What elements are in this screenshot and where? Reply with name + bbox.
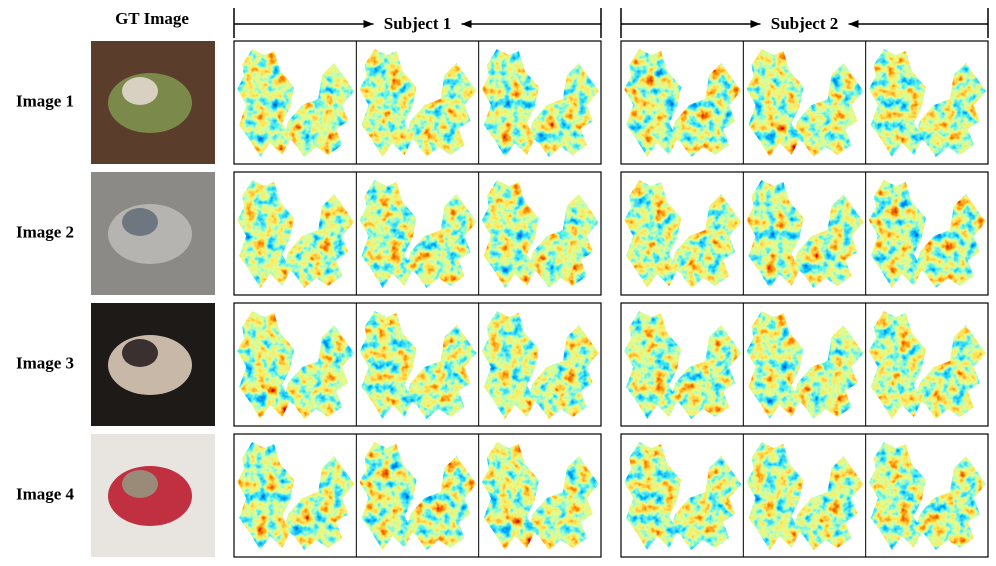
brain-map	[868, 311, 986, 419]
gt-image	[91, 303, 215, 426]
brain-map	[359, 442, 477, 550]
brain-map	[481, 180, 599, 288]
panel-border	[620, 40, 989, 165]
row-label: Image 2	[16, 222, 74, 241]
brain-map	[624, 442, 742, 550]
subject-header: Subject 1	[233, 8, 602, 38]
brain-map	[481, 442, 599, 550]
subject-label: Subject 1	[384, 14, 452, 33]
row-label: Image 3	[16, 353, 74, 372]
brain-map	[237, 442, 355, 550]
brain-map	[624, 49, 742, 157]
gt-image	[91, 41, 215, 164]
brain-map	[624, 180, 742, 288]
brain-map	[746, 311, 864, 419]
brain-map	[481, 49, 599, 157]
panel-border	[620, 433, 989, 558]
brain-map	[624, 311, 742, 419]
arrow-head	[848, 20, 859, 28]
subject-label: Subject 2	[771, 14, 839, 33]
arrow-head	[363, 20, 374, 28]
panel-border	[233, 302, 602, 427]
panel-border	[233, 171, 602, 296]
panel-border	[233, 40, 602, 165]
brain-map	[359, 311, 477, 419]
brain-map	[359, 180, 477, 288]
brain-map	[237, 180, 355, 288]
row-label: Image 1	[16, 91, 74, 110]
subject-header: Subject 2	[620, 8, 989, 38]
brain-map	[868, 49, 986, 157]
panel-border	[620, 302, 989, 427]
brain-map	[746, 180, 864, 288]
gt-image	[91, 172, 215, 295]
panel-border	[233, 433, 602, 558]
gt-image	[91, 434, 215, 557]
row-label: Image 4	[16, 484, 75, 503]
gt-label: GT Image	[115, 9, 189, 28]
arrow-head	[461, 20, 472, 28]
brain-map	[237, 311, 355, 419]
panel-border	[620, 171, 989, 296]
arrow-head	[750, 20, 761, 28]
brain-map	[746, 49, 864, 157]
brain-map	[746, 442, 864, 550]
brain-map	[868, 442, 986, 550]
brain-map	[359, 49, 477, 157]
brain-map	[868, 180, 986, 288]
brain-map	[237, 49, 355, 157]
brain-map	[481, 311, 599, 419]
